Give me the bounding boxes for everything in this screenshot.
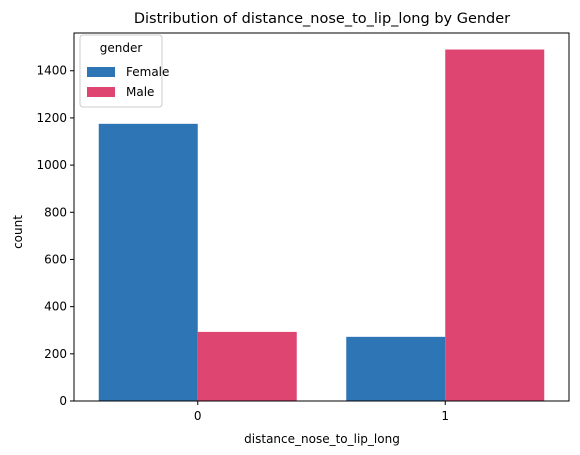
bar-female-1 bbox=[346, 336, 446, 401]
chart-title: Distribution of distance_nose_to_lip_lon… bbox=[134, 11, 510, 27]
legend-swatch-male bbox=[87, 87, 115, 97]
y-tick-label: 200 bbox=[44, 347, 67, 361]
plot-frame bbox=[73, 32, 570, 402]
y-axis-label: count bbox=[11, 215, 25, 249]
y-tick-label: 0 bbox=[59, 394, 67, 408]
plot-area bbox=[73, 32, 570, 402]
y-tick-label: 800 bbox=[44, 205, 67, 219]
x-tick-label: 0 bbox=[194, 409, 202, 423]
x-tick-label: 1 bbox=[441, 409, 449, 423]
x-axis-label: distance_nose_to_lip_long bbox=[244, 432, 400, 446]
legend-label-female: Female bbox=[126, 65, 169, 79]
y-tick-label: 400 bbox=[44, 300, 67, 314]
y-tick-label: 1400 bbox=[36, 64, 67, 78]
y-tick-label: 1200 bbox=[36, 111, 67, 125]
bar-male-0 bbox=[197, 331, 297, 401]
y-tick-label: 600 bbox=[44, 252, 67, 266]
bar-male-1 bbox=[445, 49, 545, 402]
y-tick-label: 1000 bbox=[36, 158, 67, 172]
y-axis: 0 200 400 600 800 1000 1200 1400 bbox=[36, 64, 74, 408]
bar-female-0 bbox=[98, 123, 198, 402]
legend-swatch-female bbox=[87, 67, 115, 77]
legend: gender Female Male bbox=[79, 34, 169, 108]
legend-title: gender bbox=[100, 41, 143, 55]
legend-label-male: Male bbox=[126, 85, 154, 99]
